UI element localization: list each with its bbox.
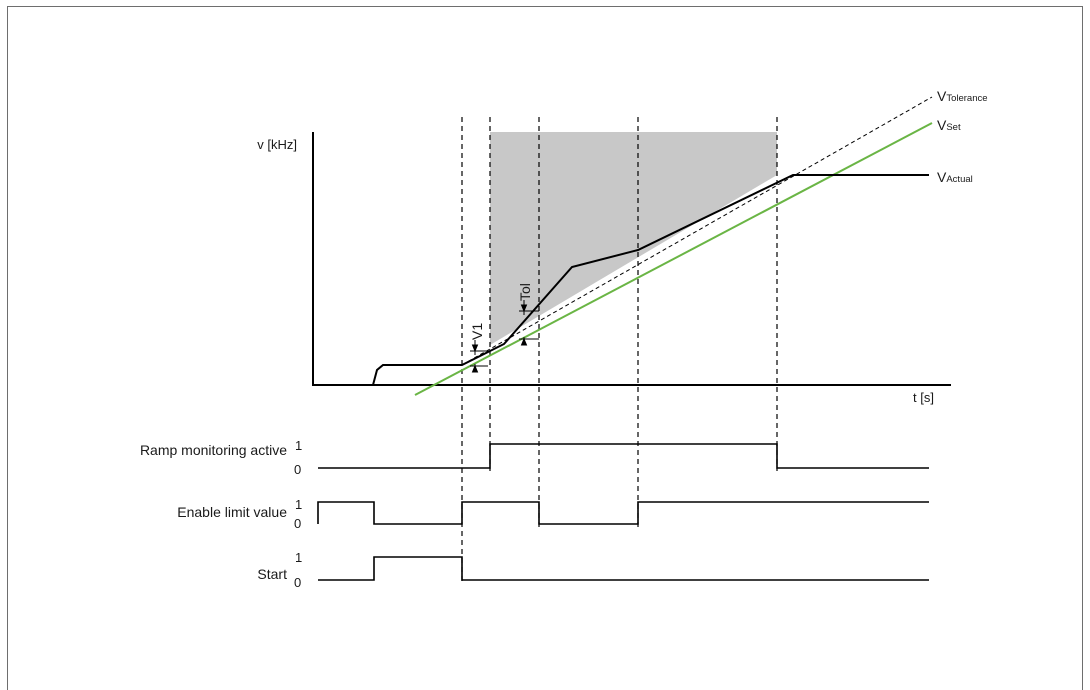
- enable-limit-value-signal: [317, 501, 929, 525]
- v-set-line: [414, 122, 933, 396]
- enable-limit-value-label: Enable limit value: [177, 504, 287, 520]
- start-label: Start: [257, 566, 287, 582]
- v-tolerance-label: VTolerance: [937, 88, 988, 104]
- ramp-monitoring-label: Ramp monitoring active: [140, 442, 287, 458]
- ramp-monitoring-signal: [318, 443, 929, 469]
- start-low: 0: [294, 575, 301, 590]
- v-actual-label: VActual: [937, 169, 973, 185]
- y-axis-label: v [kHz]: [257, 137, 297, 152]
- ramp-monitoring-low: 0: [294, 462, 301, 477]
- v-set-label: VSet: [937, 117, 961, 133]
- v-set-label-sub: Set: [946, 122, 961, 133]
- enable-limit-value-high: 1: [295, 497, 302, 512]
- tol-label: Tol: [517, 283, 533, 301]
- v-actual-label-sub: Actual: [946, 174, 972, 185]
- v-tolerance-label-sub: Tolerance: [946, 93, 987, 104]
- monitoring-region: [490, 132, 777, 345]
- diagram-frame: [7, 6, 1083, 690]
- signal-traces: [317, 443, 929, 581]
- enable-limit-value-low: 0: [294, 516, 301, 531]
- tol-annotation: [519, 300, 539, 346]
- v-tolerance-label-main: V: [937, 88, 947, 104]
- start-signal: [318, 556, 929, 581]
- v-actual-label-main: V: [937, 169, 947, 185]
- v1-label: V1: [469, 323, 485, 340]
- v-set-label-main: V: [937, 117, 947, 133]
- ramp-monitoring-high: 1: [295, 438, 302, 453]
- v-tolerance-line: [461, 96, 933, 366]
- velocity-axes: [312, 132, 951, 386]
- x-axis-label: t [s]: [913, 390, 934, 405]
- v-actual-curve: [313, 174, 929, 386]
- v1-annotation: [470, 340, 488, 373]
- start-high: 1: [295, 550, 302, 565]
